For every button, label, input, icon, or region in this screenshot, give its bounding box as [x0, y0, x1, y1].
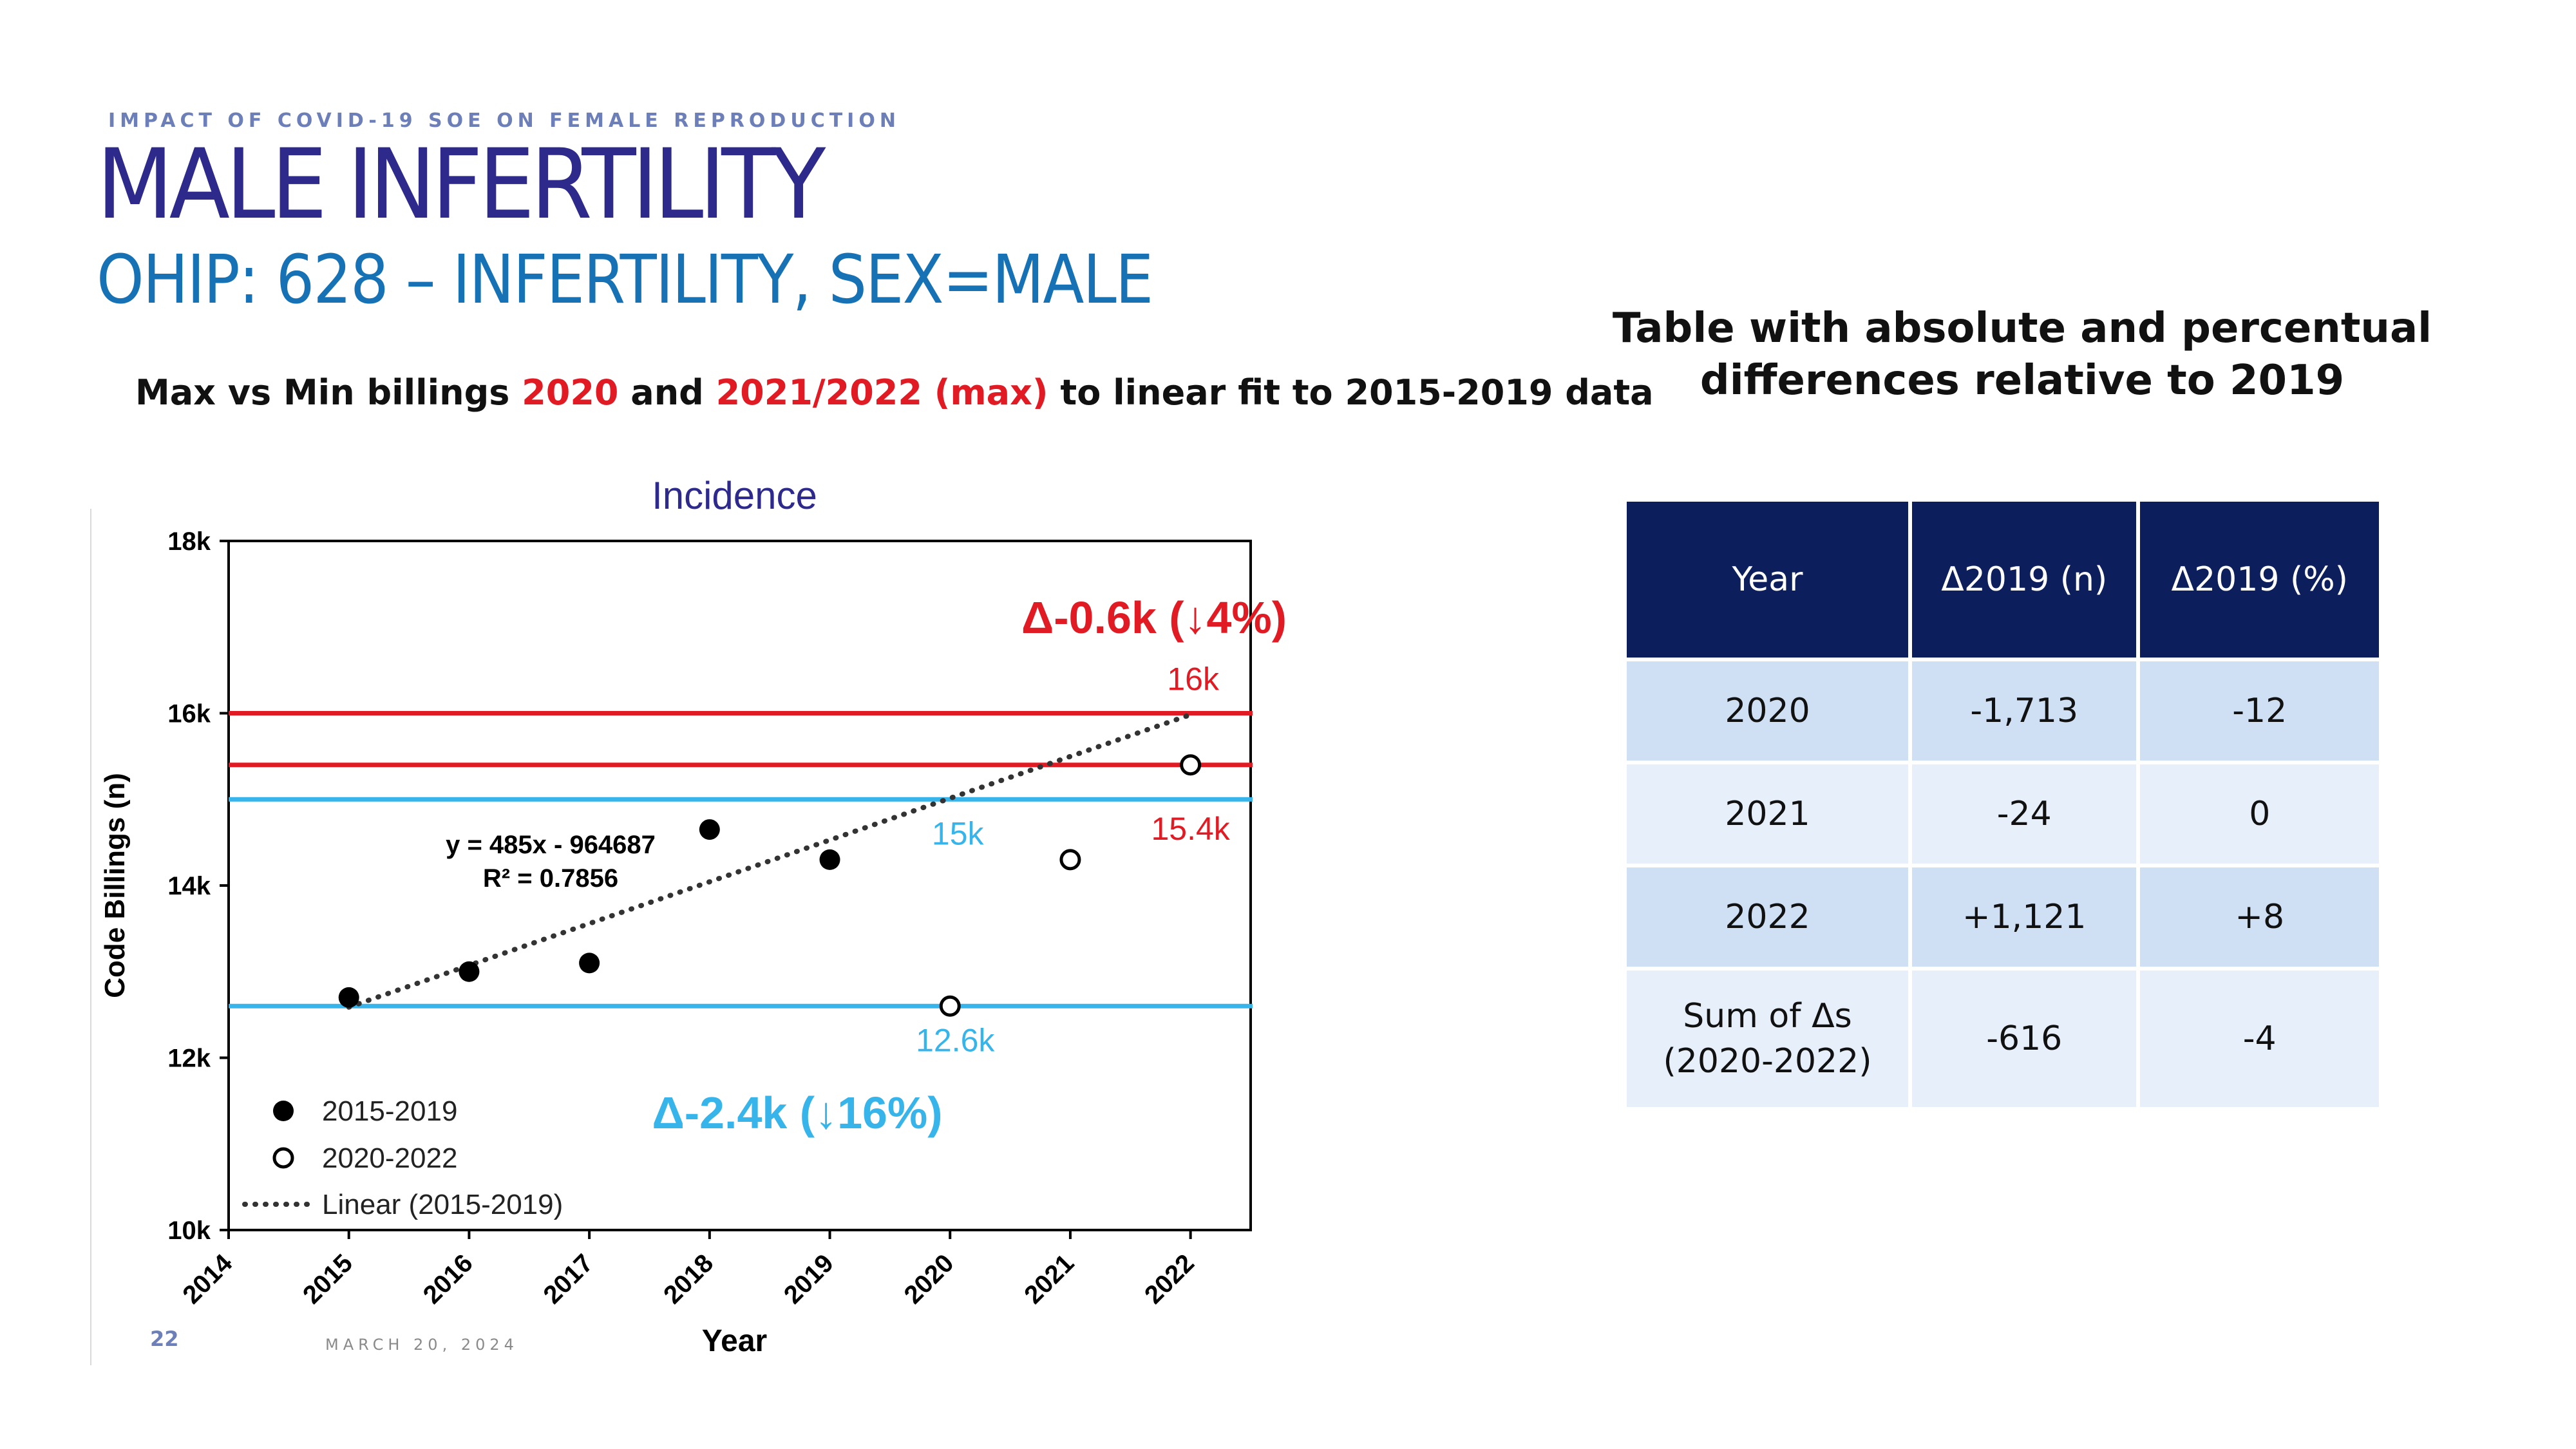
sum-label-line1: Sum of Δs	[1683, 996, 1852, 1036]
data-point-2020-2022	[1059, 849, 1081, 871]
cell-delta-pct: +8	[2140, 867, 2379, 967]
x-tick-label: 2019	[779, 1249, 839, 1309]
fit-r2: R² = 0.7856	[483, 864, 618, 893]
data-point-2020-2022	[939, 995, 961, 1017]
header-delta-pct: Δ2019 (%)	[2140, 502, 2379, 658]
cell-sum-n: -616	[1912, 971, 2137, 1107]
y-tick-label: 14k	[167, 872, 211, 900]
cell-year: 2022	[1627, 867, 1908, 967]
x-tick-label: 2022	[1139, 1249, 1200, 1309]
table-header-row: Year Δ2019 (n) Δ2019 (%)	[1627, 502, 2379, 658]
annotation-max-delta: Δ-0.6k (↓4%)	[1021, 592, 1287, 643]
table-row: 2020 -1,713 -12	[1627, 661, 2379, 761]
y-tick-label: 12k	[167, 1045, 211, 1073]
table-sum-row: Sum of Δs (2020-2022) -616 -4	[1627, 971, 2379, 1107]
table-row: 2021 -24 0	[1627, 764, 2379, 864]
y-tick-label: 16k	[167, 700, 211, 728]
header-delta-n: Δ2019 (n)	[1912, 502, 2137, 658]
x-tick-label: 2020	[899, 1249, 960, 1309]
cell-year: 2021	[1627, 764, 1908, 864]
y-axis-label: Code Billings (n)	[99, 773, 131, 998]
data-point-2020-2022	[1180, 754, 1202, 776]
reference-line-label: 15k	[932, 815, 985, 851]
x-tick-label: 2014	[177, 1249, 238, 1310]
x-tick-label: 2015	[298, 1249, 358, 1309]
cell-year: 2020	[1627, 661, 1908, 761]
legend-marker-filled	[273, 1101, 294, 1121]
x-tick-label: 2021	[1019, 1249, 1079, 1309]
cell-sum-pct: -4	[2140, 971, 2379, 1107]
cell-delta-pct: -12	[2140, 661, 2379, 761]
slide-subtitle: OHIP: 628 – INFERTILITY, SEX=MALE	[97, 240, 1153, 319]
page-number: 22	[150, 1327, 179, 1351]
cell-sum-label: Sum of Δs (2020-2022)	[1627, 971, 1908, 1107]
cell-delta-n: -1,713	[1912, 661, 2137, 761]
legend-label: 2020-2022	[322, 1142, 457, 1174]
trendline	[346, 712, 1193, 1010]
cell-delta-pct: 0	[2140, 764, 2379, 864]
data-point-2015-2019	[819, 849, 840, 870]
lead-year-a: 2020	[522, 372, 619, 413]
table-row: 2022 +1,121 +8	[1627, 867, 2379, 967]
cell-delta-n: -24	[1912, 764, 2137, 864]
x-tick-label: 2017	[538, 1249, 598, 1309]
data-point-2015-2019	[459, 961, 480, 982]
annotation-min-delta: Δ-2.4k (↓16%)	[652, 1088, 942, 1138]
table-title: Table with absolute and percentual diffe…	[1612, 305, 2432, 404]
data-point-2015-2019	[699, 819, 720, 840]
reference-line-label: 16k	[1167, 661, 1220, 697]
legend-label: 2015-2019	[322, 1095, 457, 1127]
reference-line-label: 15.4k	[1151, 811, 1230, 847]
sum-label-line2: (2020-2022)	[1663, 1042, 1872, 1081]
lead-part3: to linear fit to 2015-2019 data	[1048, 372, 1654, 413]
data-point-2015-2019	[579, 952, 600, 974]
legend-label: Linear (2015-2019)	[322, 1189, 563, 1220]
y-tick-label: 10k	[167, 1217, 211, 1245]
slide-title: MALE INFERTILITY	[97, 129, 826, 241]
lead-text: Max vs Min billings 2020 and 2021/2022 (…	[135, 372, 1654, 413]
lead-year-b: 2021/2022 (max)	[715, 372, 1048, 413]
y-tick-label: 18k	[167, 527, 211, 556]
lead-part1: Max vs Min billings	[135, 372, 522, 413]
x-tick-label: 2018	[658, 1249, 719, 1309]
chart-title: Incidence	[652, 474, 817, 517]
footer-date: MARCH 20, 2024	[325, 1336, 518, 1354]
data-point-2015-2019	[338, 987, 359, 1008]
left-divider	[90, 509, 91, 1365]
slide-kicker: IMPACT OF COVID-19 SOE ON FEMALE REPRODU…	[108, 109, 900, 132]
reference-line-label: 12.6k	[916, 1022, 995, 1058]
delta-table: Year Δ2019 (n) Δ2019 (%) 2020 -1,713 -12…	[1623, 498, 2383, 1111]
x-tick-label: 2016	[418, 1249, 478, 1309]
x-axis-label: Year	[702, 1324, 767, 1358]
header-year: Year	[1627, 502, 1908, 658]
cell-delta-n: +1,121	[1912, 867, 2137, 967]
legend-marker-open	[272, 1147, 294, 1169]
lead-part2: and	[618, 372, 716, 413]
fit-equation: y = 485x - 964687	[446, 831, 656, 859]
